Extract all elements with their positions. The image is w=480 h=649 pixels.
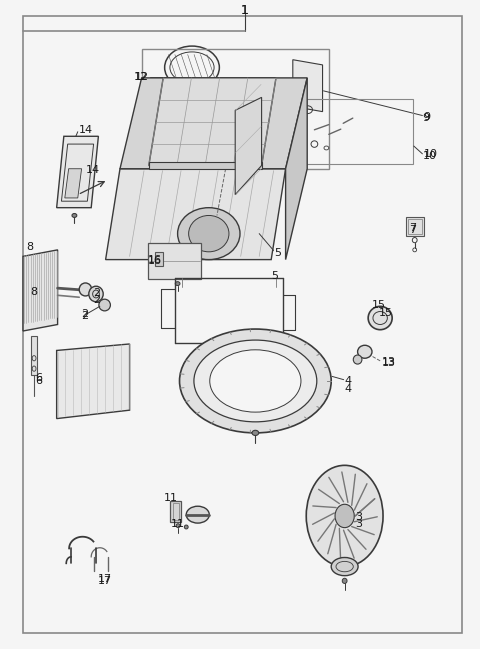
Text: 2: 2 xyxy=(94,295,101,305)
Polygon shape xyxy=(57,344,130,419)
Text: 5: 5 xyxy=(275,248,282,258)
Ellipse shape xyxy=(89,286,103,302)
Ellipse shape xyxy=(306,465,383,567)
Bar xyxy=(170,501,181,522)
Bar xyxy=(406,217,424,236)
Bar xyxy=(31,336,37,375)
Text: 16: 16 xyxy=(148,254,162,265)
Text: 17: 17 xyxy=(97,576,112,586)
Polygon shape xyxy=(286,78,307,260)
Text: 13: 13 xyxy=(382,358,396,369)
Text: 11: 11 xyxy=(163,493,178,504)
Ellipse shape xyxy=(99,299,110,311)
Ellipse shape xyxy=(186,506,209,523)
Text: 16: 16 xyxy=(148,256,162,266)
Bar xyxy=(142,49,329,169)
Ellipse shape xyxy=(210,350,301,412)
Text: 13: 13 xyxy=(382,357,396,367)
Text: 3: 3 xyxy=(355,519,362,530)
Polygon shape xyxy=(293,60,323,112)
Polygon shape xyxy=(65,169,82,198)
Text: 8: 8 xyxy=(26,241,33,252)
Text: 17: 17 xyxy=(97,574,112,584)
Ellipse shape xyxy=(368,306,392,330)
Text: 4: 4 xyxy=(345,384,352,395)
Text: 1: 1 xyxy=(241,4,249,17)
Ellipse shape xyxy=(175,282,180,286)
Text: 12: 12 xyxy=(135,71,149,82)
Text: 11: 11 xyxy=(170,519,184,529)
Ellipse shape xyxy=(79,283,92,296)
Polygon shape xyxy=(235,97,262,195)
Text: 7: 7 xyxy=(409,225,416,236)
Polygon shape xyxy=(120,78,307,169)
Polygon shape xyxy=(149,162,262,169)
Text: 6: 6 xyxy=(36,376,43,386)
Bar xyxy=(155,252,163,266)
Polygon shape xyxy=(149,78,276,165)
Ellipse shape xyxy=(72,214,77,217)
Ellipse shape xyxy=(184,525,188,529)
Text: 4: 4 xyxy=(345,376,352,386)
Text: 14: 14 xyxy=(78,125,93,135)
Text: 15: 15 xyxy=(379,308,393,319)
Text: 7: 7 xyxy=(409,223,416,234)
Bar xyxy=(408,219,422,234)
Ellipse shape xyxy=(178,208,240,260)
Text: 8: 8 xyxy=(30,287,37,297)
Polygon shape xyxy=(106,169,286,260)
Ellipse shape xyxy=(335,504,354,528)
Ellipse shape xyxy=(189,215,229,252)
Ellipse shape xyxy=(358,345,372,358)
Ellipse shape xyxy=(194,340,317,422)
Text: 1: 1 xyxy=(241,4,249,17)
Ellipse shape xyxy=(331,557,358,576)
Ellipse shape xyxy=(353,355,362,364)
Polygon shape xyxy=(23,250,58,331)
Bar xyxy=(305,99,413,164)
Text: 14: 14 xyxy=(85,165,99,175)
Ellipse shape xyxy=(252,430,259,435)
Text: 10: 10 xyxy=(422,151,436,161)
Ellipse shape xyxy=(180,329,331,433)
Text: 5: 5 xyxy=(271,271,278,281)
Text: 15: 15 xyxy=(372,300,386,310)
Text: 9: 9 xyxy=(423,112,431,122)
Text: 10: 10 xyxy=(423,149,437,159)
Text: 6: 6 xyxy=(36,373,43,383)
Text: 12: 12 xyxy=(134,71,148,82)
Bar xyxy=(173,503,179,520)
Polygon shape xyxy=(57,136,98,208)
Ellipse shape xyxy=(176,524,180,528)
Text: 3: 3 xyxy=(355,512,362,522)
Text: 2: 2 xyxy=(81,309,88,319)
Bar xyxy=(148,243,201,279)
Text: 2: 2 xyxy=(93,288,100,299)
Ellipse shape xyxy=(342,578,347,583)
Text: 9: 9 xyxy=(422,113,430,123)
Text: 2: 2 xyxy=(82,311,89,321)
